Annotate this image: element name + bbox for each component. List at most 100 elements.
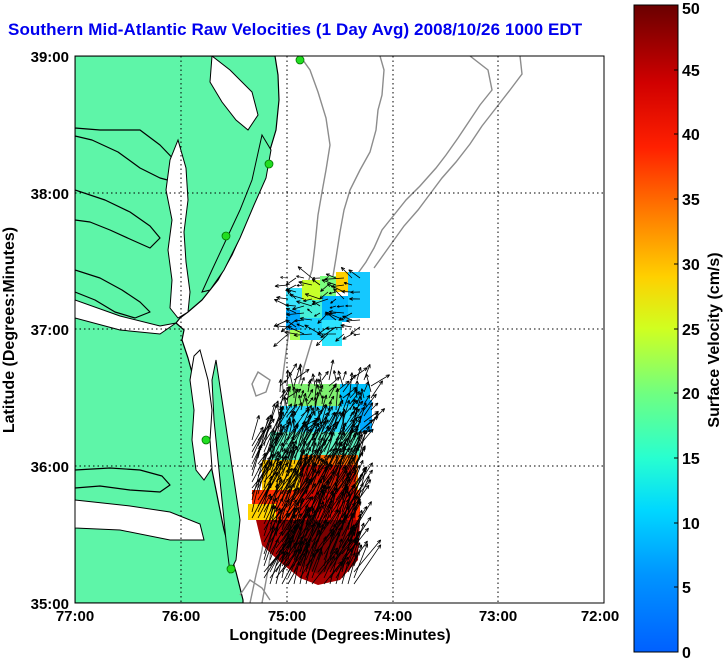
velocity-arrow <box>317 419 329 441</box>
colorbar-tick-label: 35 <box>682 192 700 209</box>
velocity-arrow <box>365 373 372 393</box>
velocity-arrow <box>273 333 289 348</box>
velocity-arrow <box>286 312 305 317</box>
station-marker <box>295 55 305 65</box>
velocity-arrow <box>307 377 313 387</box>
velocity-arrow <box>353 484 370 507</box>
velocity-arrow <box>314 312 321 317</box>
y-tick-label: 39:00 <box>31 49 69 66</box>
velocity-arrow <box>329 402 342 441</box>
colorbar-tick-label: 0 <box>682 645 691 659</box>
velocity-arrow <box>269 505 277 531</box>
colorbar-tick-label: 25 <box>682 322 700 339</box>
map-plot-area <box>75 56 604 603</box>
velocity-arrow <box>353 509 363 549</box>
velocity-arrow <box>298 280 313 286</box>
velocity-arrow <box>348 269 361 279</box>
colorbar-tick-label: 20 <box>682 386 700 403</box>
velocity-arrow <box>312 276 321 280</box>
y-axis-label: Latitude (Degrees:Minutes) <box>1 227 18 433</box>
velocity-arrow <box>287 410 296 441</box>
colorbar: 0 5 10 15 20 25 30 35 40 45 50 Surface V… <box>633 1 723 659</box>
x-axis-label: Longitude (Degrees:Minutes) <box>229 627 450 644</box>
station-marker <box>264 159 274 169</box>
velocity-arrow <box>298 363 303 381</box>
colorbar-gradient <box>633 4 679 653</box>
velocity-arrow <box>349 372 354 393</box>
velocity-arrow <box>328 291 337 295</box>
velocity-arrow <box>323 411 341 447</box>
velocity-arrow <box>370 374 390 387</box>
velocity-arrow <box>353 522 365 555</box>
velocity-arrow <box>287 326 305 335</box>
velocity-arrow <box>307 388 314 399</box>
x-tick-label: 75:00 <box>268 608 306 625</box>
velocity-arrow <box>347 469 373 507</box>
velocity-arrow <box>311 373 316 387</box>
velocity-arrow <box>321 395 325 405</box>
velocity-arrow <box>287 511 296 537</box>
velocity-arrow <box>332 370 337 381</box>
velocity-arrow <box>296 300 313 307</box>
velocity-arrow <box>285 277 297 286</box>
velocity-arrow <box>287 524 300 549</box>
velocity-arrow <box>299 513 307 537</box>
y-tick-label: 35:00 <box>31 596 69 613</box>
velocity-arrow <box>293 388 299 411</box>
velocity-arrow <box>304 324 321 335</box>
velocity-arrow <box>296 323 305 328</box>
velocity-arrow <box>286 403 298 417</box>
velocity-arrow <box>342 370 347 381</box>
velocity-arrow <box>287 422 299 459</box>
velocity-arrow <box>328 359 335 381</box>
velocity-arrow <box>284 330 297 335</box>
velocity-arrow <box>319 291 329 300</box>
velocity-arrow <box>302 298 313 302</box>
velocity-arrow <box>353 543 369 579</box>
velocity-arrow <box>317 425 330 465</box>
velocity-arrow <box>318 371 323 387</box>
velocity-arrow <box>363 363 371 381</box>
velocity-arrow <box>292 386 296 399</box>
velocity-arrow <box>353 429 368 477</box>
velocity-arrow <box>329 538 343 585</box>
velocity-arrow <box>293 561 301 585</box>
y-tick-label: 36:00 <box>31 459 69 476</box>
velocity-arrow <box>337 370 344 387</box>
velocity-arrow <box>307 397 314 405</box>
velocity-arrow <box>298 394 302 405</box>
velocity-arrow <box>263 403 276 447</box>
velocity-arrow <box>346 318 361 323</box>
colorbar-tick-label: 45 <box>682 63 700 80</box>
velocity-arrow <box>342 315 353 321</box>
velocity-arrow <box>353 544 363 567</box>
velocity-arrow <box>297 266 313 279</box>
velocity-arrow <box>345 304 353 308</box>
velocity-arrow <box>323 523 337 567</box>
velocity-arrow <box>311 447 321 477</box>
velocity-arrow <box>305 404 327 441</box>
colorbar-tick-label: 40 <box>682 127 700 144</box>
velocity-arrow <box>342 333 353 340</box>
velocity-arrow <box>370 380 384 399</box>
velocity-arrow <box>353 459 364 483</box>
velocity-arrow <box>304 293 321 300</box>
velocity-arrow <box>317 332 337 336</box>
map-frame <box>74 55 605 604</box>
x-axis: 77:00 76:00 75:00 74:00 73:00 72:00 Long… <box>56 608 619 644</box>
velocity-arrow <box>315 333 329 347</box>
velocity-arrow <box>329 447 342 483</box>
velocity-arrow <box>296 284 305 287</box>
bays <box>75 56 259 541</box>
velocity-arrow <box>353 402 367 441</box>
velocity-arrow <box>299 504 309 531</box>
velocity-arrow <box>321 370 329 381</box>
velocity-arrow <box>286 388 291 405</box>
colorbar-label: Surface Velocity (cm/s) <box>706 252 723 427</box>
velocity-arrow <box>269 476 282 519</box>
velocity-arrow <box>275 405 285 441</box>
velocity-arrow <box>279 388 286 411</box>
velocity-arrow <box>257 416 270 459</box>
velocity-arrow <box>333 288 345 300</box>
